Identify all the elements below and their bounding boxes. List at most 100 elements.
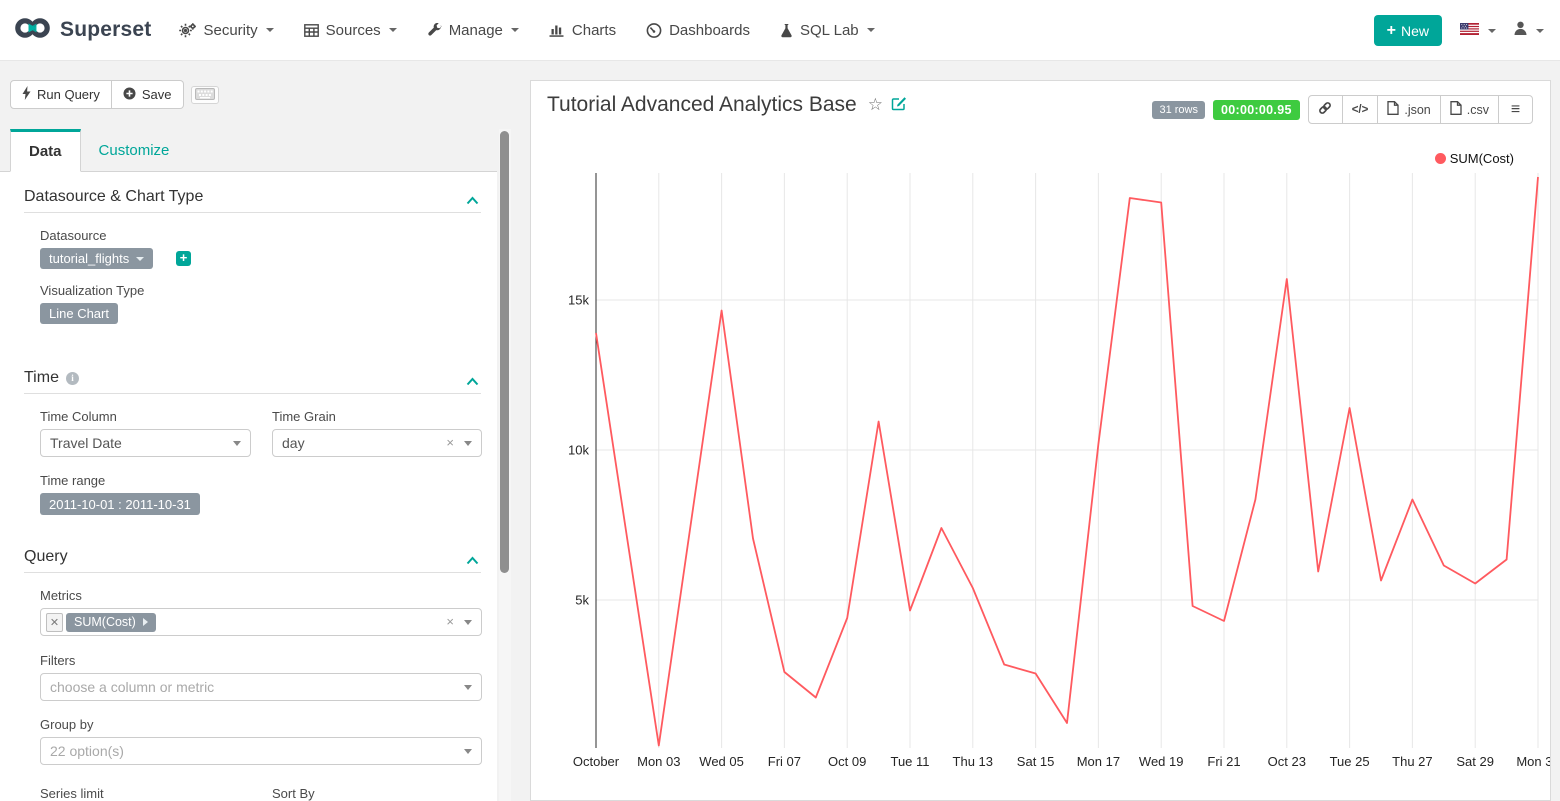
chevron-down-icon — [464, 685, 472, 690]
nav-sql-lab[interactable]: SQL Lab — [780, 22, 875, 39]
export-csv-button[interactable]: .csv — [1439, 95, 1499, 124]
metrics-label: Metrics — [40, 588, 82, 603]
chart-title: Tutorial Advanced Analytics Base — [547, 93, 857, 116]
time-column-select[interactable]: Travel Date — [40, 429, 251, 457]
rows-badge: 31 rows — [1152, 100, 1205, 119]
sort-by-label: Sort By — [272, 786, 315, 801]
filters-placeholder: choose a column or metric — [50, 679, 215, 695]
series-limit-label: Series limit — [40, 786, 104, 801]
x-tick-label: Tue 11 — [890, 754, 929, 769]
metrics-select[interactable]: ✕ SUM(Cost) × — [40, 608, 482, 636]
x-tick-label: Thu 13 — [953, 754, 993, 769]
save-label: Save — [141, 87, 172, 102]
chevron-down-icon — [1488, 28, 1496, 33]
groupby-label: Group by — [40, 717, 94, 732]
tab-data[interactable]: Data — [10, 129, 81, 172]
gauge-icon — [646, 22, 662, 38]
x-tick-label: Sat 29 — [1456, 754, 1494, 769]
flask-icon — [780, 23, 793, 38]
plus-icon: + — [1386, 21, 1396, 39]
us-flag-icon — [1460, 22, 1479, 40]
clear-icon[interactable]: × — [446, 614, 454, 629]
tab-data-label: Data — [29, 143, 62, 160]
keyboard-shortcut-button[interactable] — [190, 86, 219, 104]
gears-icon — [179, 22, 197, 38]
nav-security-label: Security — [203, 21, 258, 39]
nav-dashboards[interactable]: Dashboards — [646, 22, 750, 39]
section-divider — [24, 572, 481, 573]
filters-label: Filters — [40, 653, 76, 668]
chevron-down-icon — [1536, 28, 1544, 33]
remove-metric-icon[interactable]: ✕ — [46, 612, 63, 632]
infinity-logo-icon — [14, 15, 51, 46]
time-range-label: Time range — [40, 473, 106, 488]
legend-label: SUM(Cost) — [1449, 151, 1514, 166]
x-tick-label: Tue 25 — [1330, 754, 1370, 769]
superset-logo[interactable]: Superset — [14, 15, 151, 46]
filters-select[interactable]: choose a column or metric — [40, 673, 482, 701]
control-panel: Datasource & Chart Type Datasource tutor… — [0, 172, 497, 801]
edit-icon[interactable] — [891, 95, 907, 116]
bolt-icon — [22, 86, 31, 103]
navbar-right: + New — [1373, 0, 1544, 61]
plus-circle-icon — [123, 87, 136, 103]
metric-pill[interactable]: SUM(Cost) — [66, 612, 156, 632]
section-title-time: Time i — [24, 369, 79, 387]
panel-scrollbar-track[interactable] — [499, 129, 511, 801]
run-query-button[interactable]: Run Query — [10, 80, 112, 109]
x-tick-label: Mon 31 — [1516, 754, 1551, 769]
groupby-placeholder: 22 option(s) — [50, 743, 124, 759]
wrench-icon — [427, 22, 442, 38]
groupby-select[interactable]: 22 option(s) — [40, 737, 482, 765]
favorite-star-icon[interactable]: ☆ — [867, 95, 883, 114]
caret-right-icon — [142, 618, 148, 626]
new-button-label: New — [1400, 22, 1429, 39]
hamburger-menu-icon: ≡ — [1510, 100, 1521, 118]
new-button[interactable]: + New — [1373, 15, 1442, 46]
save-button[interactable]: Save — [111, 80, 184, 109]
series-line-sum-cost — [595, 176, 1539, 747]
chart-panel: Tutorial Advanced Analytics Base ☆ 31 ro… — [530, 80, 1551, 801]
query-timer-badge: 00:00:00.95 — [1213, 99, 1300, 120]
keyboard-icon — [194, 87, 215, 103]
chevron-down-icon — [510, 28, 519, 32]
panel-scrollbar-thumb[interactable] — [500, 131, 509, 573]
change-datasource-plus-icon[interactable]: + — [176, 251, 191, 266]
section-divider — [24, 212, 481, 213]
panel-tabs: Data Customize — [0, 129, 497, 172]
datasource-badge[interactable]: tutorial_flights — [40, 248, 154, 269]
x-tick-label: Mon 17 — [1077, 754, 1120, 769]
navbar: Superset Security Sources — [0, 0, 1560, 61]
time-range-value: 2011-10-01 : 2011-10-31 — [49, 496, 191, 512]
x-tick-label: Thu 27 — [1392, 754, 1432, 769]
x-tick-label: Mon 03 — [637, 754, 680, 769]
viz-type-badge[interactable]: Line Chart — [40, 303, 118, 324]
collapse-chevron-icon[interactable] — [466, 192, 479, 210]
section-title-datasource: Datasource & Chart Type — [24, 188, 204, 205]
nav-security[interactable]: Security — [179, 21, 274, 39]
time-range-badge[interactable]: 2011-10-01 : 2011-10-31 — [40, 493, 200, 515]
chart-menu-button[interactable]: ≡ — [1498, 95, 1533, 124]
user-menu[interactable] — [1514, 21, 1544, 40]
x-tick-label: October — [573, 754, 620, 769]
nav-sources[interactable]: Sources — [303, 22, 397, 39]
collapse-chevron-icon[interactable] — [466, 552, 479, 570]
file-icon — [1387, 101, 1400, 118]
x-tick-label: Wed 19 — [1139, 754, 1184, 769]
clear-icon[interactable]: × — [446, 435, 454, 450]
language-selector[interactable] — [1460, 22, 1496, 40]
chart-legend[interactable]: SUM(Cost) — [1434, 151, 1514, 166]
nav-manage[interactable]: Manage — [427, 22, 519, 39]
time-column-value: Travel Date — [50, 435, 122, 451]
nav-charts-label: Charts — [571, 21, 617, 39]
short-link-button[interactable] — [1307, 95, 1343, 124]
datasource-label: Datasource — [40, 228, 107, 243]
collapse-chevron-icon[interactable] — [466, 373, 479, 391]
nav-charts[interactable]: Charts — [549, 22, 616, 39]
tab-customize-label: Customize — [98, 141, 170, 159]
tab-customize[interactable]: Customize — [81, 129, 188, 171]
legend-dot — [1434, 153, 1446, 164]
view-query-button[interactable]: </> — [1341, 95, 1379, 124]
x-tick-label: Oct 09 — [828, 754, 866, 769]
time-grain-select[interactable]: day × — [272, 429, 482, 457]
